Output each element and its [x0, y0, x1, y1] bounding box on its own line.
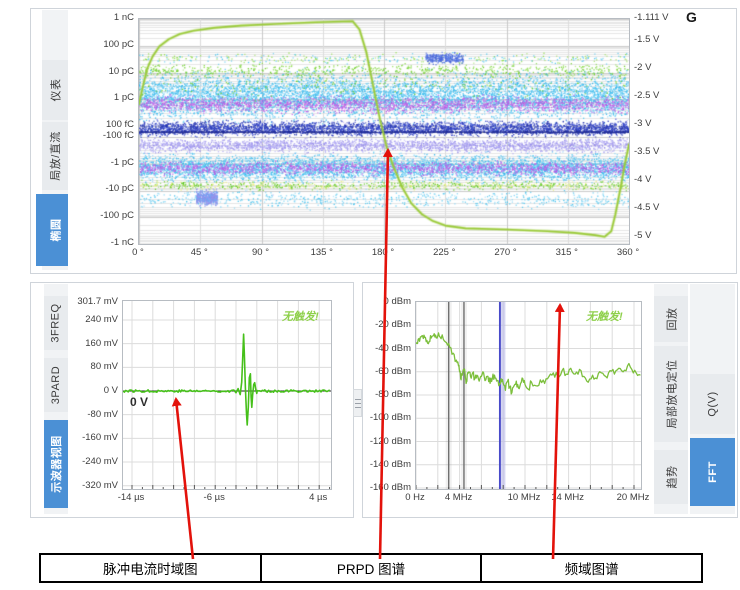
- tab-label-fft: FFT: [706, 461, 719, 483]
- tab-label-qv: Q(V): [706, 391, 719, 417]
- scope-zero-marker: 0 V: [130, 395, 149, 409]
- tab-label-3pard: 3PARD: [50, 365, 62, 405]
- tab-label-jufang-zhiliu: 局放/直流: [50, 131, 62, 181]
- tab-qv[interactable]: Q(V): [690, 374, 735, 434]
- fft-chart[interactable]: [415, 301, 642, 490]
- tab-pd-locate[interactable]: 局部放电定位: [654, 346, 688, 442]
- legend-cell-time-domain: 脉冲电流时域图: [103, 562, 198, 577]
- legend-cell-frequency: 频域图谱: [480, 555, 701, 581]
- tab-qushi[interactable]: 趋势: [654, 450, 688, 504]
- channel-g-label: G: [686, 9, 697, 25]
- scope-no-trigger-label: 无触发!: [282, 311, 319, 323]
- tab-3pard[interactable]: 3PARD: [44, 358, 68, 412]
- panel-splitter[interactable]: [353, 389, 362, 417]
- tab-tuoyuan[interactable]: 椭圆: [42, 194, 68, 266]
- tab-fft[interactable]: FFT: [690, 438, 735, 506]
- tab-jufang-zhiliu[interactable]: 局放/直流: [42, 122, 68, 190]
- annotation-legend: 脉冲电流时域图 PRPD 图谱 频域图谱: [39, 553, 703, 583]
- tab-label-tuoyuan: 椭圆: [50, 218, 62, 242]
- tab-label-qushi: 趋势: [666, 465, 678, 489]
- tab-label-3freq: 3FREQ: [50, 303, 62, 343]
- tab-huifang[interactable]: 回放: [654, 296, 688, 342]
- tab-yibiao[interactable]: 仪表: [42, 60, 68, 120]
- tab-label-pd-locate: 局部放电定位: [666, 359, 678, 429]
- tab-scope-view[interactable]: 示波器视图: [44, 420, 68, 508]
- tab-label-scope-view: 示波器视图: [51, 435, 63, 493]
- prpd-chart[interactable]: [138, 18, 630, 245]
- tab-3freq[interactable]: 3FREQ: [44, 296, 68, 350]
- scope-chart[interactable]: [122, 300, 332, 490]
- tab-label-yibiao: 仪表: [50, 78, 62, 102]
- tab-label-huifang: 回放: [666, 307, 678, 331]
- selected-tab-indicator: [36, 194, 42, 266]
- legend-cell-prpd: PRPD 图谱: [259, 555, 481, 581]
- fft-no-trigger-label: 无触发!: [586, 311, 623, 323]
